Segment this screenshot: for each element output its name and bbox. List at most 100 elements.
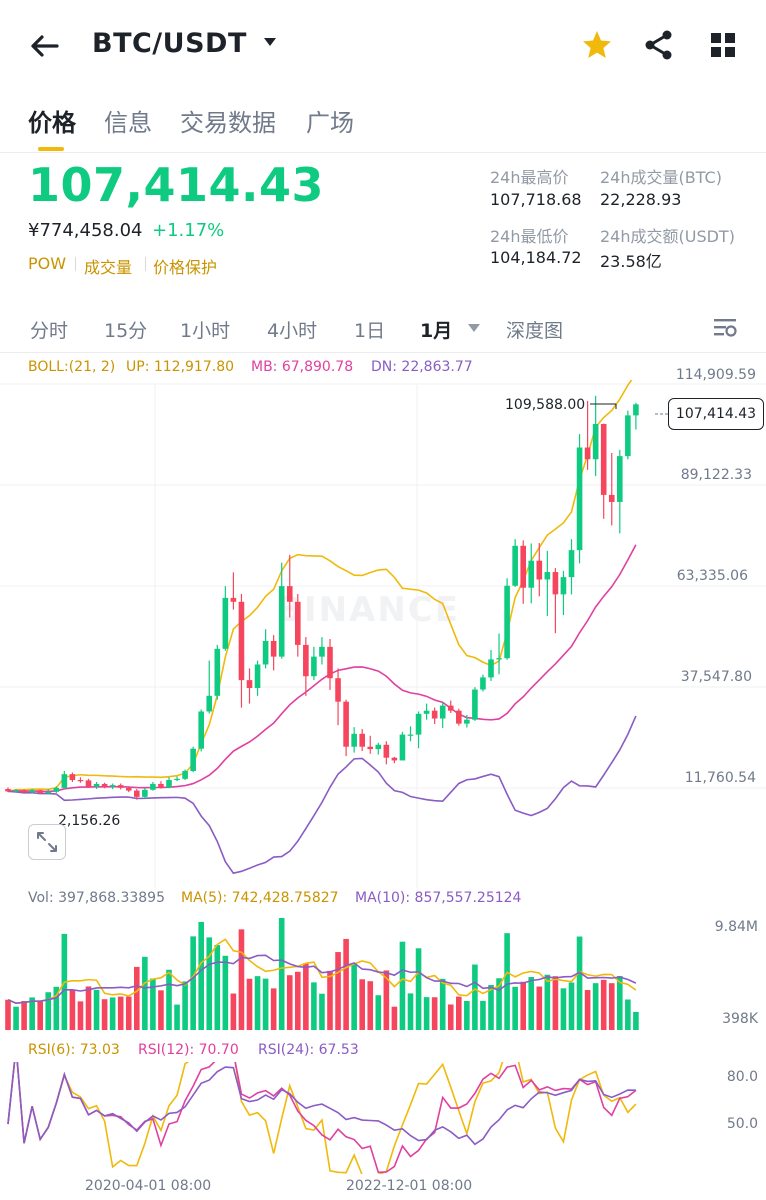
candle-body: [53, 787, 60, 792]
volume-bar: [544, 974, 551, 1030]
volume-bar: [53, 986, 60, 1030]
tab-info[interactable]: 信息: [104, 109, 152, 137]
candlestick-chart[interactable]: [0, 380, 766, 890]
share-button[interactable]: [640, 26, 678, 64]
tab-price[interactable]: 价格: [28, 109, 76, 137]
volume-bar: [214, 945, 221, 1030]
volume-bar: [150, 978, 156, 1030]
volume-bar: [576, 936, 583, 1030]
interval-1mo[interactable]: 1月: [420, 320, 453, 342]
interval-caret-down-icon[interactable]: [467, 323, 481, 333]
fullscreen-button[interactable]: [28, 824, 66, 860]
candle-body: [206, 695, 213, 712]
volume-bar: [166, 969, 172, 1030]
candle-body: [415, 713, 422, 735]
volume-bar: [101, 999, 108, 1030]
candle-body: [633, 404, 639, 416]
rsi24-line: [7, 1062, 636, 1146]
volume-bar: [617, 975, 623, 1030]
candle-body: [496, 658, 502, 660]
candle-body: [431, 710, 438, 719]
volume-bar: [230, 993, 237, 1030]
candle-body: [286, 586, 293, 602]
candle-body: [512, 545, 518, 586]
volume-bar: [375, 995, 382, 1030]
candle-body: [29, 790, 35, 793]
back-button[interactable]: [22, 24, 66, 68]
candle-body: [77, 780, 84, 782]
expand-arrows-icon: [37, 832, 57, 852]
candle-body: [528, 560, 535, 588]
volume-bar: [528, 977, 535, 1030]
volume-bar: [182, 981, 188, 1030]
tag-price-protection[interactable]: 价格保护: [153, 258, 218, 277]
last-price-flag[interactable]: 107,414.43: [668, 398, 764, 430]
more-apps-button[interactable]: [704, 26, 742, 64]
volume-bar: [488, 985, 494, 1030]
candle-body: [182, 771, 188, 779]
volume-btc-value: 22,228.93: [600, 190, 682, 209]
price-axis-label: 37,547.80: [680, 669, 752, 685]
volume-bar: [77, 1001, 84, 1030]
candle-body: [198, 711, 204, 749]
chart-settings-icon[interactable]: [712, 316, 738, 340]
candle-body: [142, 789, 148, 797]
volume-bar: [295, 971, 301, 1030]
candle-body: [254, 664, 261, 688]
interval-4h[interactable]: 4小时: [267, 320, 318, 342]
volume-bar: [383, 970, 390, 1030]
volume-bar: [37, 1001, 43, 1030]
volume-chart: [5, 918, 639, 1030]
favorite-button[interactable]: [578, 26, 616, 64]
candle-body: [109, 785, 116, 787]
interval-1h[interactable]: 1小时: [180, 320, 231, 342]
volume-bar: [367, 981, 374, 1030]
volume-bar: [254, 976, 261, 1030]
volume-bar: [5, 999, 11, 1030]
volume-bar: [415, 948, 422, 1030]
interval-depth[interactable]: 深度图: [506, 320, 564, 342]
volume-bar: [142, 956, 148, 1030]
volume-ma5-line: [7, 938, 637, 1005]
volume-bar: [246, 978, 253, 1030]
candle-body: [85, 780, 92, 787]
volume-bar: [504, 933, 510, 1030]
volume-usdt-label: 24h成交额(USDT): [600, 227, 735, 246]
interval-15m[interactable]: 15分: [104, 320, 148, 342]
divider: [0, 352, 766, 353]
volume-bar: [278, 918, 285, 1030]
tab-square[interactable]: 广场: [306, 109, 354, 137]
caret-down-icon[interactable]: [262, 36, 278, 48]
volume-bar: [351, 963, 357, 1030]
candle-body: [343, 701, 349, 747]
volume-bar: [407, 993, 414, 1030]
pair-title[interactable]: BTC/USDT: [92, 28, 247, 59]
change-percent: +1.17%: [152, 220, 225, 241]
tag-pow[interactable]: POW: [28, 254, 67, 273]
volume-bar: [600, 979, 607, 1030]
volume-bar: [190, 936, 196, 1030]
candle-body: [295, 601, 301, 645]
tag-volume[interactable]: 成交量: [84, 258, 133, 277]
candle-body: [576, 447, 583, 551]
volume-bar: [13, 1006, 19, 1030]
tab-trading-data[interactable]: 交易数据: [180, 109, 276, 137]
volume-bar: [456, 996, 462, 1030]
candle-body: [230, 597, 237, 602]
candle-body: [375, 744, 382, 750]
volume-ma10-line: [7, 954, 637, 1005]
candle-body: [150, 783, 156, 790]
candle-body: [93, 783, 100, 787]
candle-body: [600, 423, 607, 495]
price-axis-label: 11,760.54: [684, 770, 756, 786]
volume-bar: [592, 983, 599, 1030]
interval-1d[interactable]: 1日: [354, 320, 386, 342]
candle-body: [69, 774, 76, 781]
low-marker-label: 2,156.26: [58, 813, 121, 829]
volume-bar: [109, 997, 116, 1030]
candle-body: [335, 678, 341, 702]
candle-body: [592, 423, 599, 460]
interval-line[interactable]: 分时: [30, 320, 69, 342]
candle-body: [608, 494, 615, 502]
volume-bar: [625, 999, 631, 1030]
